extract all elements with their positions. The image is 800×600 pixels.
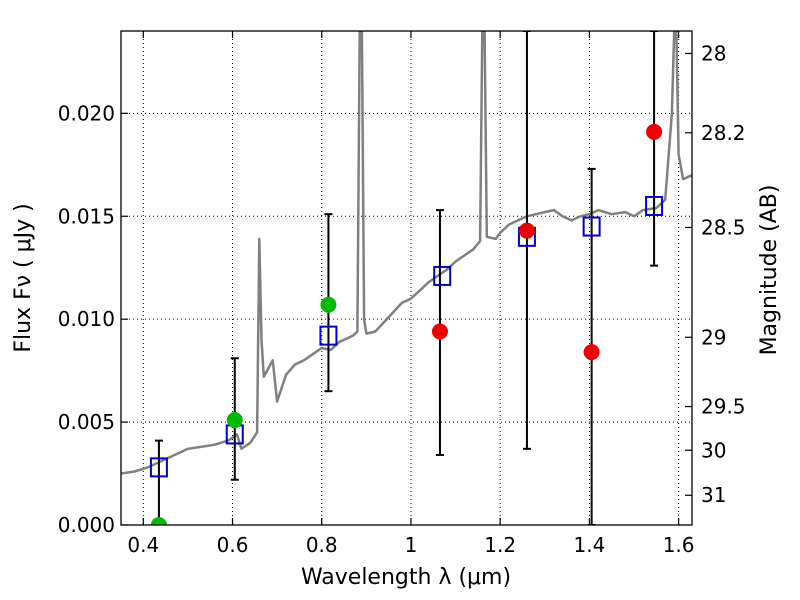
x-tick-label: 1 [405,533,418,557]
x-tick-label: 1.6 [663,533,695,557]
red-point [583,344,600,361]
red-point [431,323,448,340]
y-axis-title: Flux Fν ( μJy ) [11,203,36,352]
mag-tick-label: 29.5 [701,395,746,419]
green-point [226,412,243,429]
x-tick-label: 0.4 [127,533,159,557]
mag-tick-label: 28.2 [701,121,746,145]
mag-tick-label: 30 [701,438,726,462]
model-square [433,265,452,286]
mag-tick-label: 29 [701,325,726,349]
red-point [518,222,535,239]
mag-tick-label: 31 [701,483,726,507]
green-point [320,296,337,313]
plot-area [121,31,692,525]
green-point [150,517,167,525]
grid [121,31,692,526]
y2-axis-title: Magnitude (AB) [757,185,782,356]
plot-frame [120,30,693,526]
mag-tick-label: 28 [701,41,726,65]
y-tick-label: 0.000 [58,513,115,537]
x-axis-title: Wavelength λ (μm) [301,565,511,590]
y-tick-label: 0.005 [58,410,115,434]
axis-ticks: 0.4 0.6 0.8 1 1.2 1.4 1.6 0.000 0.005 0.010 0.015 0… [58,31,746,557]
model-square [645,195,664,216]
spectrum-line [121,31,692,475]
x-tick-label: 0.8 [306,533,338,557]
y-tick-label: 0.015 [58,204,115,228]
red-point [646,123,663,140]
x-tick-label: 0.6 [217,533,249,557]
y-tick-label: 0.020 [58,101,115,125]
model-square [149,457,168,478]
x-tick-label: 1.2 [484,533,516,557]
y-tick-label: 0.010 [58,307,115,331]
mag-tick-label: 28.5 [701,215,746,239]
x-tick-label: 1.4 [573,533,605,557]
model-square [319,325,338,346]
model-square [582,216,601,237]
